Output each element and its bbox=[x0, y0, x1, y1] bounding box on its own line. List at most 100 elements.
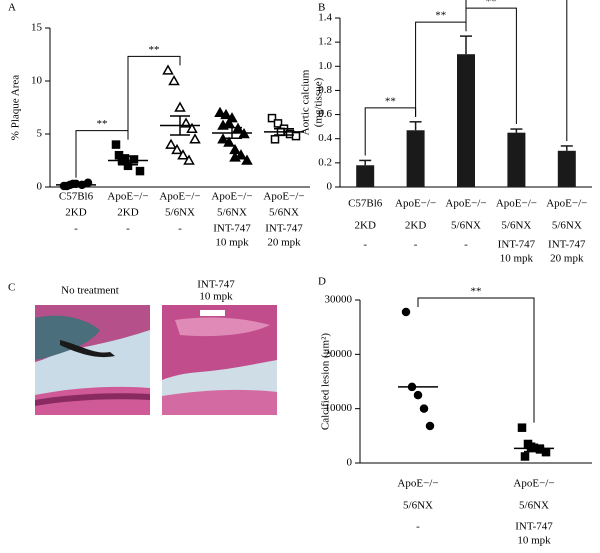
x-tick-label: 5/6NX bbox=[519, 500, 549, 512]
data-point bbox=[220, 108, 232, 120]
y-axis-label: Calcified lesion (μm²) bbox=[320, 333, 332, 431]
y-tick-label: 1.0 bbox=[318, 60, 332, 72]
x-tick-label: - bbox=[414, 239, 418, 251]
y-tick-label: 20000 bbox=[325, 348, 353, 360]
x-tick-label: 2KD bbox=[405, 220, 426, 232]
data-point bbox=[168, 74, 180, 86]
x-tick-label: - bbox=[74, 223, 78, 235]
y-tick-label: 0 bbox=[347, 457, 353, 469]
data-point bbox=[520, 452, 530, 461]
x-tick-label: ApoE−/− bbox=[513, 478, 554, 490]
x-tick-label: C57Bl6 bbox=[59, 191, 94, 203]
y-axis-label: % Plaque Area bbox=[10, 75, 22, 140]
x-tick-label: ApoE−/− bbox=[445, 198, 486, 210]
data-point bbox=[177, 149, 189, 160]
bar bbox=[457, 54, 475, 187]
bar bbox=[356, 165, 375, 187]
panel-letter: C bbox=[8, 282, 15, 294]
x-tick-label: 5/6NX bbox=[165, 207, 195, 219]
x-tick-label: 5/6NX bbox=[269, 207, 299, 219]
x-tick-label: 5/6NX bbox=[552, 220, 582, 232]
data-point bbox=[413, 390, 423, 400]
bar bbox=[507, 132, 526, 187]
y-tick-label: 1.4 bbox=[318, 12, 332, 24]
y-tick-label: 1.2 bbox=[318, 36, 332, 48]
x-tick-label: 10 mpk bbox=[517, 535, 551, 547]
data-point bbox=[401, 307, 411, 317]
image-caption: No treatment bbox=[61, 285, 119, 297]
x-tick-label: - bbox=[126, 223, 130, 235]
histology-image bbox=[162, 305, 277, 415]
x-tick-label: 2KD bbox=[65, 207, 86, 219]
data-point bbox=[517, 423, 527, 432]
x-tick-label: 5/6NX bbox=[217, 207, 247, 219]
data-point bbox=[223, 136, 235, 147]
y-tick-label: 0.8 bbox=[318, 84, 332, 96]
significance-label: ** bbox=[149, 44, 160, 56]
significance-label: ** bbox=[385, 95, 396, 107]
x-tick-label: - bbox=[416, 521, 420, 533]
y-tick-label: 15 bbox=[31, 22, 43, 34]
x-tick-label: 20 mpk bbox=[267, 237, 301, 249]
significance-bracket bbox=[465, 0, 568, 141]
data-point bbox=[135, 166, 145, 176]
x-tick-label: 5/6NX bbox=[403, 500, 433, 512]
x-tick-label: ApoE−/− bbox=[263, 191, 304, 203]
x-tick-label: INT-747 bbox=[265, 223, 303, 235]
data-point bbox=[241, 154, 253, 165]
y-tick-label: 10000 bbox=[325, 402, 353, 414]
significance-label: ** bbox=[486, 0, 497, 8]
x-tick-label: - bbox=[363, 239, 367, 251]
significance-label: ** bbox=[471, 285, 482, 297]
data-point bbox=[270, 135, 280, 144]
x-tick-label: ApoE−/− bbox=[211, 191, 252, 203]
data-point bbox=[291, 131, 301, 141]
x-tick-label: ApoE−/− bbox=[159, 191, 200, 203]
significance-label: ** bbox=[435, 10, 446, 22]
panel-letter: A bbox=[8, 2, 16, 14]
x-tick-label: 10 mpk bbox=[215, 237, 249, 249]
significance-bracket bbox=[127, 55, 181, 140]
y-tick-label: 30000 bbox=[325, 294, 353, 306]
x-tick-label: ApoE−/− bbox=[397, 478, 438, 490]
data-point bbox=[214, 106, 226, 118]
y-tick-label: 0 bbox=[327, 181, 333, 193]
y-tick-label: 5 bbox=[37, 128, 43, 140]
x-tick-label: - bbox=[464, 239, 468, 251]
x-tick-label: 10 mpk bbox=[500, 253, 534, 265]
significance-bracket bbox=[417, 297, 535, 423]
x-tick-label: 2KD bbox=[117, 207, 138, 219]
x-tick-label: ApoE−/− bbox=[395, 198, 436, 210]
x-tick-label: ApoE−/− bbox=[546, 198, 587, 210]
data-point bbox=[229, 151, 241, 162]
y-tick-label: 0.4 bbox=[318, 132, 332, 144]
y-axis-label: (mg/tissue) bbox=[313, 77, 325, 127]
data-point bbox=[183, 154, 195, 165]
x-tick-label: ApoE−/− bbox=[496, 198, 537, 210]
data-point bbox=[165, 138, 177, 149]
data-point bbox=[174, 101, 186, 112]
data-point bbox=[111, 140, 121, 149]
y-tick-label: 0 bbox=[37, 181, 43, 193]
significance-label: ** bbox=[97, 118, 108, 130]
x-tick-label: 5/6NX bbox=[501, 220, 531, 232]
y-tick-label: 0.6 bbox=[318, 108, 332, 120]
x-tick-label: 2KD bbox=[355, 220, 376, 232]
data-point bbox=[425, 421, 435, 431]
x-tick-label: 5/6NX bbox=[451, 220, 481, 232]
x-tick-label: INT-747 bbox=[548, 239, 586, 251]
y-tick-label: 10 bbox=[31, 75, 43, 87]
data-point bbox=[273, 119, 283, 128]
bar bbox=[557, 150, 576, 187]
x-tick-label: ApoE−/− bbox=[107, 191, 148, 203]
x-tick-label: C57Bl6 bbox=[348, 198, 383, 210]
image-caption: 10 mpk bbox=[199, 291, 233, 303]
x-tick-label: INT-747 bbox=[515, 521, 553, 533]
x-tick-label: 20 mpk bbox=[550, 253, 584, 265]
x-tick-label: INT-747 bbox=[498, 239, 536, 251]
panel-letter: B bbox=[318, 2, 325, 14]
data-point bbox=[419, 404, 429, 413]
bar bbox=[406, 130, 425, 187]
x-tick-label: INT-747 bbox=[213, 223, 251, 235]
